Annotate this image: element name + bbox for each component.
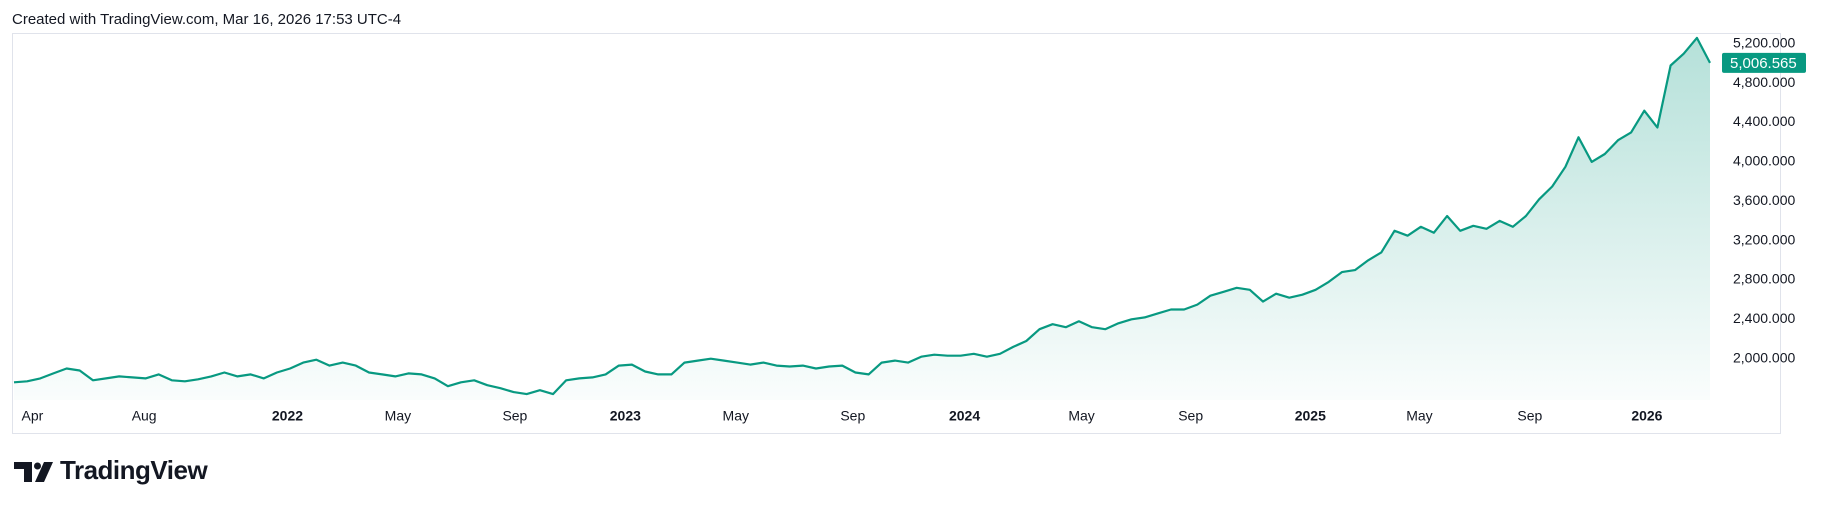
x-tick-label: Sep [502, 408, 527, 424]
x-tick-label: 2024 [949, 408, 980, 424]
x-tick-label: 2026 [1631, 408, 1662, 424]
y-tick-label: 3,600.000 [1733, 192, 1795, 208]
price-label-box [1722, 52, 1806, 73]
x-tick-label: 2023 [610, 408, 641, 424]
y-tick-label: 3,200.000 [1733, 231, 1795, 247]
x-tick-label: Apr [22, 408, 44, 424]
x-tick-label: May [723, 408, 749, 424]
area-fill [14, 37, 1710, 401]
x-tick-label: May [1406, 408, 1432, 424]
y-tick-label: 5,200.000 [1733, 35, 1795, 51]
x-tick-label: Sep [840, 408, 865, 424]
x-tick-label: May [1068, 408, 1094, 424]
chart-frame [12, 33, 1781, 434]
x-tick-label: 2025 [1295, 408, 1326, 424]
x-tick-label: Sep [1517, 408, 1542, 424]
x-tick-label: 2022 [272, 408, 303, 424]
x-tick-label: Aug [132, 408, 157, 424]
y-tick-label: 4,400.000 [1733, 113, 1795, 129]
y-tick-label: 2,400.000 [1733, 310, 1795, 326]
header-text: Created with TradingView.com, Mar 16, 20… [12, 11, 401, 28]
y-tick-label: 2,000.000 [1733, 349, 1795, 365]
logo-text: TradingView [60, 455, 208, 485]
price-line [13, 36, 1711, 396]
y-tick-label: 2,800.000 [1733, 271, 1795, 287]
x-tick-label: May [385, 408, 411, 424]
price-label: 5,006.565 [1730, 55, 1797, 72]
logo-icon [14, 462, 53, 482]
y-tick-label: 4,800.000 [1733, 74, 1795, 90]
y-tick-label: 4,000.000 [1733, 153, 1795, 169]
x-tick-label: Sep [1178, 408, 1203, 424]
